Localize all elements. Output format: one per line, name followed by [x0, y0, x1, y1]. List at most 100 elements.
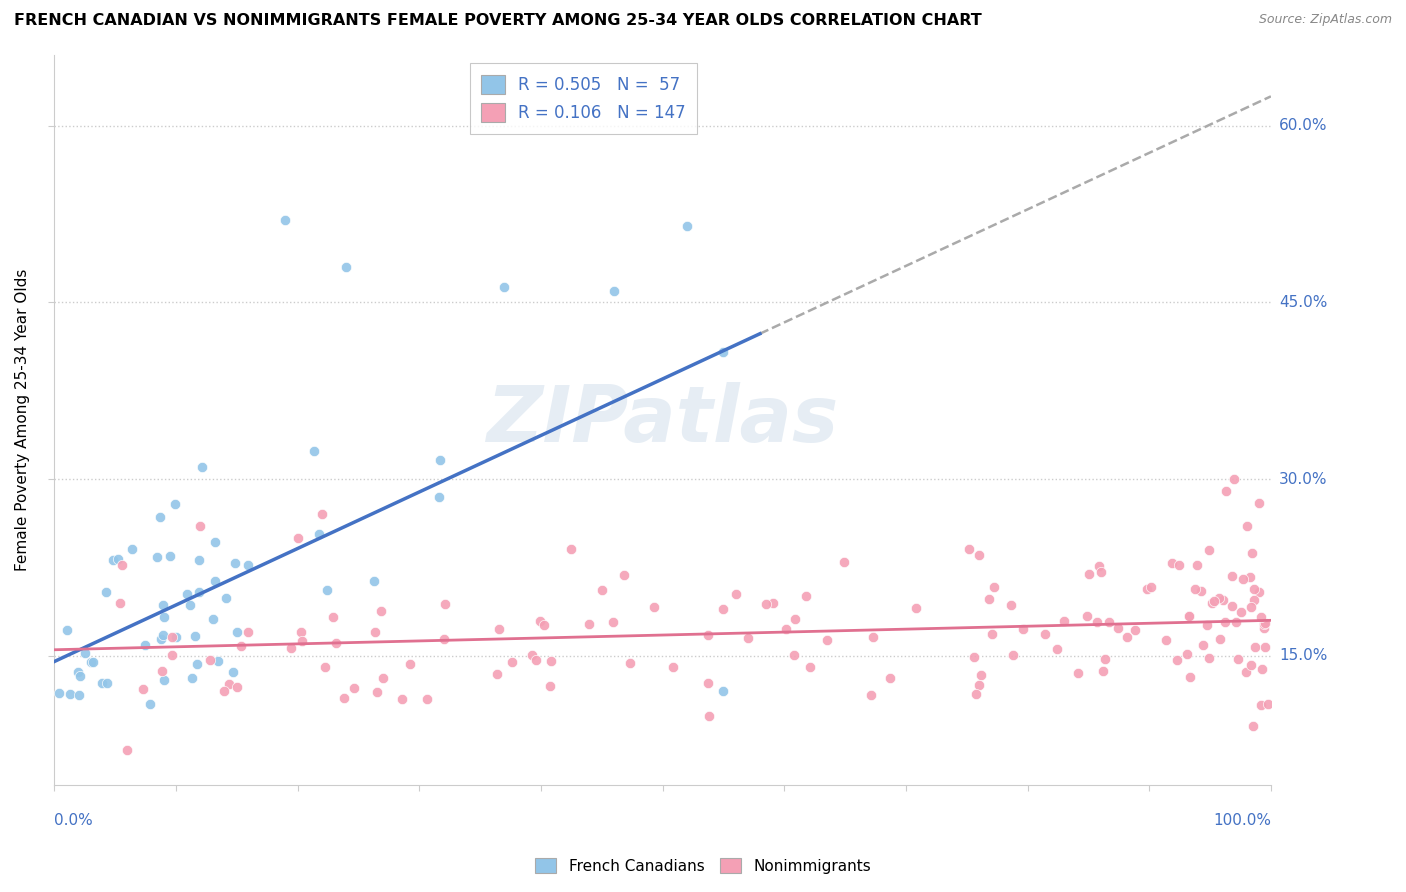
Point	[204, 574, 226, 588]
Point	[962, 650, 984, 665]
Point	[981, 627, 1004, 641]
Point	[110, 596, 132, 610]
Point	[970, 668, 993, 682]
Point	[578, 616, 600, 631]
Point	[1215, 483, 1237, 498]
Point	[591, 582, 613, 597]
Point	[1178, 609, 1201, 624]
Point	[1198, 651, 1220, 665]
Point	[540, 655, 562, 669]
Point	[1168, 558, 1191, 573]
Point	[335, 260, 357, 274]
Point	[713, 345, 735, 359]
Point	[905, 601, 928, 615]
Point	[643, 600, 665, 615]
Point	[1250, 662, 1272, 676]
Point	[274, 213, 297, 227]
Point	[1226, 651, 1249, 665]
Point	[226, 680, 249, 694]
Point	[94, 585, 117, 599]
Point	[1240, 600, 1263, 615]
Point	[1253, 617, 1275, 632]
Point	[101, 553, 124, 567]
Point	[433, 632, 456, 647]
Point	[1223, 472, 1246, 486]
Point	[149, 510, 172, 524]
Point	[1076, 609, 1098, 624]
Point	[204, 535, 226, 549]
Point	[1225, 615, 1247, 629]
Point	[391, 692, 413, 706]
Text: FRENCH CANADIAN VS NONIMMIGRANTS FEMALE POVERTY AMONG 25-34 YEAR OLDS CORRELATIO: FRENCH CANADIAN VS NONIMMIGRANTS FEMALE …	[14, 13, 981, 29]
Text: Source: ZipAtlas.com: Source: ZipAtlas.com	[1258, 13, 1392, 27]
Point	[488, 622, 510, 636]
Point	[1090, 565, 1112, 579]
Point	[983, 581, 1005, 595]
Point	[1012, 622, 1035, 636]
Point	[834, 555, 856, 569]
Point	[153, 609, 176, 624]
Point	[152, 664, 174, 678]
Point	[1243, 592, 1265, 607]
Point	[967, 548, 990, 562]
Point	[342, 681, 364, 695]
Point	[619, 656, 641, 670]
Point	[90, 676, 112, 690]
Point	[152, 673, 174, 687]
Point	[696, 675, 718, 690]
Point	[957, 542, 980, 557]
Point	[363, 574, 385, 588]
Point	[416, 692, 439, 706]
Point	[1053, 614, 1076, 628]
Point	[1230, 605, 1253, 619]
Point	[433, 597, 456, 611]
Point	[82, 655, 104, 669]
Point	[1067, 665, 1090, 680]
Point	[187, 585, 209, 599]
Point	[231, 640, 253, 654]
Point	[713, 684, 735, 698]
Point	[762, 596, 785, 610]
Point	[755, 598, 778, 612]
Point	[1180, 670, 1202, 684]
Text: 0.0%: 0.0%	[55, 813, 93, 828]
Point	[1002, 648, 1025, 662]
Point	[314, 660, 336, 674]
Point	[187, 552, 209, 566]
Point	[1175, 648, 1198, 662]
Point	[364, 624, 387, 639]
Point	[613, 568, 636, 582]
Point	[132, 682, 155, 697]
Point	[977, 591, 1000, 606]
Point	[1249, 585, 1271, 599]
Point	[602, 615, 624, 630]
Point	[291, 633, 314, 648]
Point	[138, 697, 160, 711]
Point	[111, 558, 134, 572]
Y-axis label: Female Poverty Among 25-34 Year Olds: Female Poverty Among 25-34 Year Olds	[15, 269, 30, 572]
Point	[1195, 618, 1218, 632]
Point	[322, 609, 344, 624]
Point	[1220, 569, 1243, 583]
Point	[1236, 519, 1258, 533]
Point	[1198, 542, 1220, 557]
Point	[1033, 627, 1056, 641]
Point	[538, 679, 561, 693]
Point	[879, 671, 901, 685]
Point	[1107, 621, 1129, 635]
Point	[107, 551, 129, 566]
Point	[287, 531, 309, 545]
Text: 30.0%: 30.0%	[1279, 472, 1327, 486]
Point	[160, 630, 183, 644]
Point	[1136, 582, 1159, 597]
Point	[1166, 652, 1188, 666]
Point	[373, 671, 395, 685]
Point	[1123, 623, 1146, 637]
Point	[533, 618, 555, 632]
Point	[1232, 572, 1254, 586]
Point	[67, 688, 90, 702]
Point	[1254, 640, 1277, 655]
Point	[1250, 610, 1272, 624]
Point	[69, 669, 91, 683]
Point	[1257, 697, 1279, 711]
